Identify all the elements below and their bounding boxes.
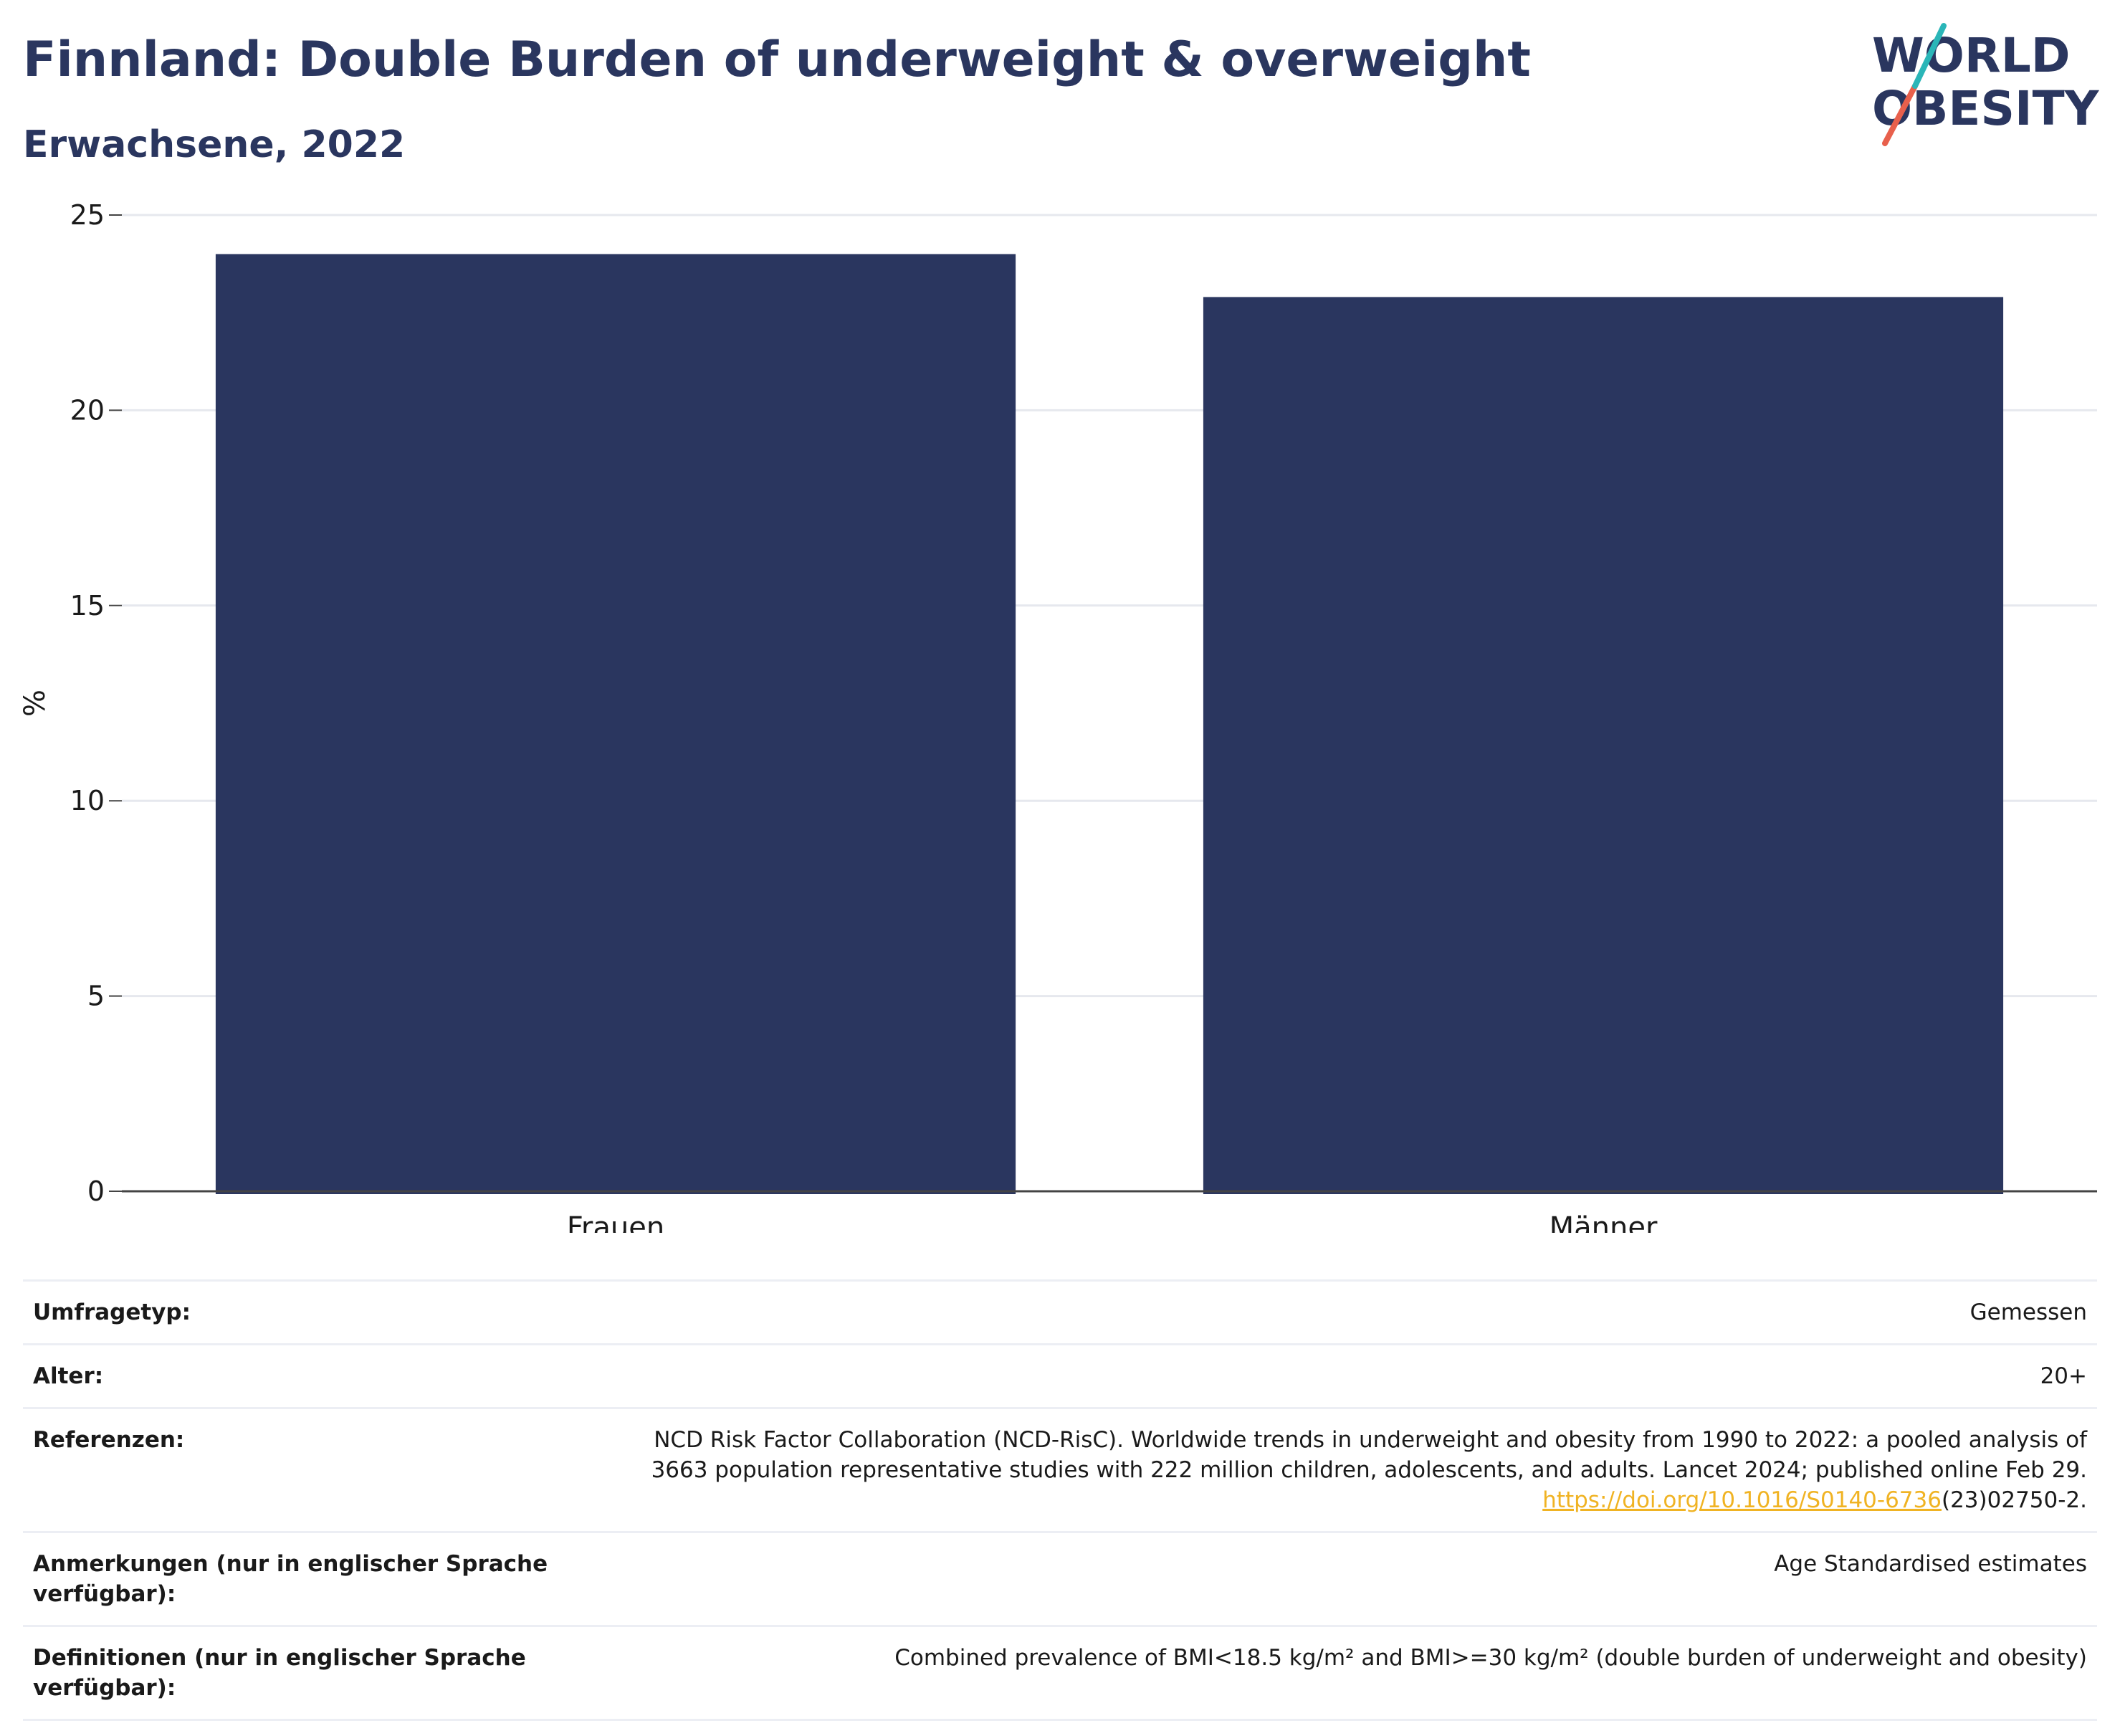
meta-key: Referenzen:: [23, 1407, 573, 1533]
y-tick-label: 15: [70, 590, 105, 621]
meta-row-age: Alter: 20+: [23, 1343, 2097, 1409]
world-obesity-logo: WORLD OBESITY: [1872, 23, 2100, 146]
reference-line-1: NCD Risk Factor Collaboration (NCD-RisC)…: [654, 1427, 2087, 1453]
chart-title: Finnland: Double Burden of underweight &…: [23, 32, 1531, 88]
meta-value: Gemessen: [573, 1279, 2097, 1345]
y-axis-ticks: 0 5 10 15 20 25: [70, 199, 122, 1207]
x-tick-label: Männer: [1550, 1211, 1658, 1233]
meta-value: NCD Risk Factor Collaboration (NCD-RisC)…: [573, 1407, 2097, 1533]
y-axis-label: %: [19, 690, 52, 717]
meta-row-definitions: Definitionen (nur in englischer Sprache …: [23, 1625, 2097, 1721]
bars: [215, 254, 2004, 1195]
meta-value: Age Standardised estimates: [573, 1531, 2097, 1627]
metadata-table: Umfragetyp: Gemessen Alter: 20+ Referenz…: [23, 1279, 2097, 1721]
logo-slash-red: [1882, 83, 1918, 146]
x-axis-ticks: Frauen Männer: [567, 1211, 1658, 1233]
y-tick-label: 0: [87, 1175, 105, 1207]
meta-row-notes: Anmerkungen (nur in englischer Sprache v…: [23, 1531, 2097, 1627]
reference-line-2: 3663 population representative studies w…: [651, 1457, 2087, 1483]
meta-key: Anmerkungen (nur in englischer Sprache v…: [23, 1531, 573, 1627]
doi-suffix: (23)02750-2.: [1941, 1487, 2087, 1513]
y-tick-label: 5: [87, 981, 105, 1012]
meta-key: Alter:: [23, 1343, 573, 1409]
chart-subtitle: Erwachsene, 2022: [23, 123, 406, 166]
x-tick-label: Frauen: [567, 1211, 664, 1233]
logo-line-world: WORLD: [1872, 28, 2071, 83]
doi-link[interactable]: https://doi.org/10.1016/S0140-6736: [1542, 1487, 1942, 1513]
meta-row-references: Referenzen: NCD Risk Factor Collaboratio…: [23, 1407, 2097, 1533]
meta-key: Definitionen (nur in englischer Sprache …: [23, 1625, 573, 1721]
meta-row-survey-type: Umfragetyp: Gemessen: [23, 1279, 2097, 1345]
logo-slash-teal: [1912, 23, 1947, 89]
bar-frauen: [215, 254, 1016, 1195]
meta-value: Combined prevalence of BMI<18.5 kg/m² an…: [573, 1625, 2097, 1721]
y-tick-label: 10: [70, 785, 105, 816]
meta-value: 20+: [573, 1343, 2097, 1409]
y-tick-label: 20: [70, 394, 105, 426]
bar-männer: [1203, 297, 2004, 1195]
bar-chart: 0 5 10 15 20 25 Frauen Männer %: [19, 199, 2097, 1233]
y-tick-label: 25: [70, 199, 105, 231]
meta-key: Umfragetyp:: [23, 1279, 573, 1345]
